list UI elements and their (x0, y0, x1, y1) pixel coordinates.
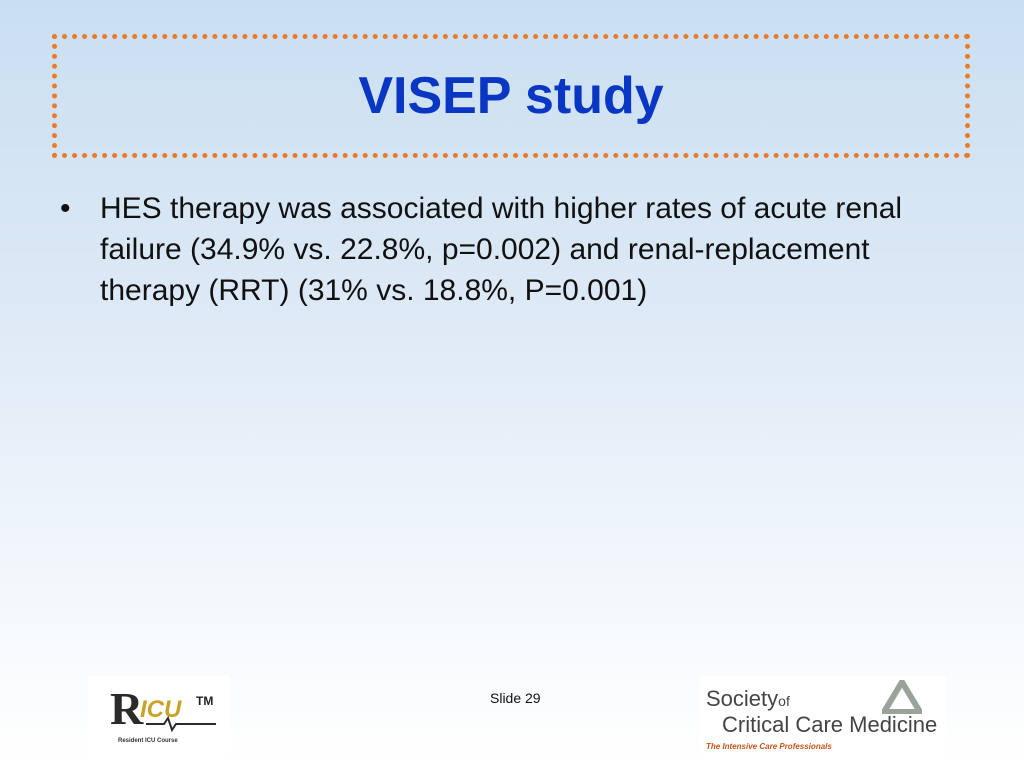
bullet-list: • HES therapy was associated with higher… (60, 188, 960, 311)
bullet-text: HES therapy was associated with higher r… (100, 192, 903, 307)
sccm-logo: Societyof Critical Care Medicine The Int… (700, 676, 946, 758)
sccm-logo-society: Societyof (706, 688, 790, 712)
ricu-logo-letter: R (110, 683, 144, 734)
ricu-logo-caption: Resident ICU Course (118, 738, 178, 744)
ricu-logo-tm: TM (196, 694, 214, 708)
slide-title: VISEP study (358, 67, 664, 125)
sccm-logo-society-word: Society (706, 686, 779, 711)
bullet-item: • HES therapy was associated with higher… (60, 188, 960, 311)
slide-number: Slide 29 (490, 690, 541, 706)
bullet-marker: • (60, 192, 71, 225)
footer: R ICU TM Resident ICU Course Slide 29 So… (0, 670, 1024, 760)
sccm-logo-tagline: The Intensive Care Professionals (706, 742, 832, 751)
triangle-logo-icon (882, 680, 922, 714)
ricu-logo-icu: ICU (140, 696, 182, 723)
ricu-logo: R ICU TM Resident ICU Course (88, 676, 230, 756)
title-box: VISEP study (52, 34, 970, 158)
sccm-logo-name: Critical Care Medicine (722, 712, 938, 737)
heartbeat-icon (146, 716, 216, 732)
sccm-logo-of: of (778, 693, 790, 709)
